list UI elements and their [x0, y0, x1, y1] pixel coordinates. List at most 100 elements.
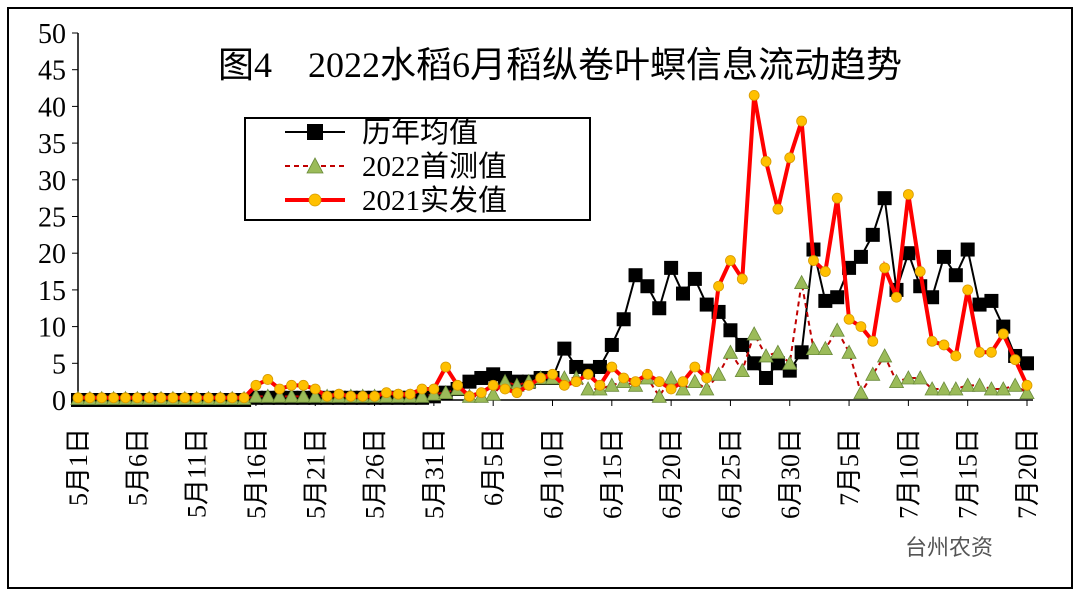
data-point — [734, 362, 750, 378]
data-point — [428, 383, 440, 395]
data-point — [747, 356, 762, 371]
data-point — [653, 376, 665, 388]
data-point — [936, 249, 951, 264]
data-point — [618, 372, 630, 384]
x-tick-label: 6月15日 — [598, 428, 627, 519]
data-point — [665, 383, 677, 395]
data-point — [793, 274, 810, 289]
data-point — [829, 322, 845, 337]
data-point — [248, 388, 264, 403]
frame — [7, 7, 1073, 589]
data-point — [675, 381, 691, 396]
data-point — [687, 373, 703, 389]
data-point — [853, 384, 869, 400]
data-point — [558, 379, 570, 391]
data-point — [167, 392, 179, 404]
watermark: 台州农资 — [905, 535, 993, 560]
data-point — [701, 372, 713, 384]
legend-box — [244, 117, 591, 221]
data-point — [735, 337, 750, 352]
data-point — [592, 359, 607, 374]
data-point — [948, 268, 963, 283]
data-point — [677, 376, 689, 388]
data-point — [770, 344, 786, 359]
data-point — [817, 340, 834, 356]
y-tick-label: 35 — [38, 129, 66, 160]
data-point — [901, 246, 916, 261]
legend-marker — [308, 193, 322, 207]
data-point — [651, 388, 667, 403]
x-tick-label: 5月11日 — [183, 428, 212, 518]
y-tick-label: 45 — [38, 56, 66, 87]
data-point — [333, 388, 345, 400]
data-point — [936, 381, 952, 396]
data-point — [1019, 384, 1035, 400]
y-tick-label: 0 — [52, 386, 66, 417]
data-point — [782, 355, 798, 370]
data-point — [879, 262, 891, 274]
y-tick-label: 10 — [38, 313, 66, 344]
data-point — [271, 388, 288, 403]
data-point — [260, 388, 276, 403]
data-point — [108, 392, 119, 404]
data-point — [191, 392, 203, 404]
data-point — [392, 388, 404, 400]
legend-marker — [306, 157, 324, 174]
data-point — [414, 388, 430, 403]
data-point — [262, 374, 274, 385]
data-point — [1007, 377, 1023, 392]
data-point — [865, 366, 881, 381]
x-tick-label: 5月1日 — [64, 428, 93, 506]
data-point — [462, 374, 477, 389]
data-point — [867, 335, 879, 347]
data-point — [464, 390, 475, 402]
x-tick-label: 7月15日 — [954, 428, 983, 519]
data-point — [274, 383, 286, 395]
x-tick-label: 6月10日 — [539, 428, 568, 519]
data-point — [914, 266, 926, 277]
data-point — [283, 388, 300, 403]
data-point — [84, 392, 96, 404]
data-point — [606, 361, 618, 373]
data-point — [772, 203, 784, 215]
data-point — [972, 297, 987, 312]
data-point — [570, 376, 582, 388]
data-point — [72, 392, 84, 404]
data-point — [865, 227, 880, 242]
data-point — [474, 370, 489, 385]
data-point — [486, 367, 501, 382]
data-point — [604, 377, 620, 392]
data-point — [120, 392, 131, 404]
data-point — [438, 384, 454, 400]
data-point — [226, 392, 238, 404]
y-tick-label: 25 — [38, 203, 66, 234]
data-point — [796, 115, 808, 127]
data-point — [155, 392, 167, 404]
data-point — [713, 280, 724, 292]
data-point — [582, 368, 594, 380]
data-point — [841, 344, 857, 359]
x-tick-label: 5月31日 — [420, 428, 449, 519]
data-point — [511, 387, 523, 399]
x-tick-label: 5月21日 — [301, 428, 330, 519]
data-point — [855, 321, 867, 333]
x-tick-label: 6月5日 — [479, 428, 508, 506]
data-point — [297, 379, 309, 391]
data-point — [369, 390, 380, 402]
data-point — [557, 341, 572, 356]
data-point — [748, 89, 760, 101]
data-point — [853, 249, 868, 264]
x-tick-label: 5月6日 — [123, 428, 152, 506]
data-point — [876, 348, 893, 363]
data-point — [1020, 356, 1034, 371]
data-point — [499, 383, 511, 395]
data-point — [938, 339, 950, 351]
x-tick-label: 5月16日 — [242, 428, 271, 519]
data-point — [616, 312, 631, 327]
data-point — [689, 361, 701, 373]
data-point — [722, 344, 739, 359]
x-tick-label: 7月10日 — [894, 428, 923, 519]
data-point — [250, 379, 262, 391]
data-point — [759, 370, 774, 385]
